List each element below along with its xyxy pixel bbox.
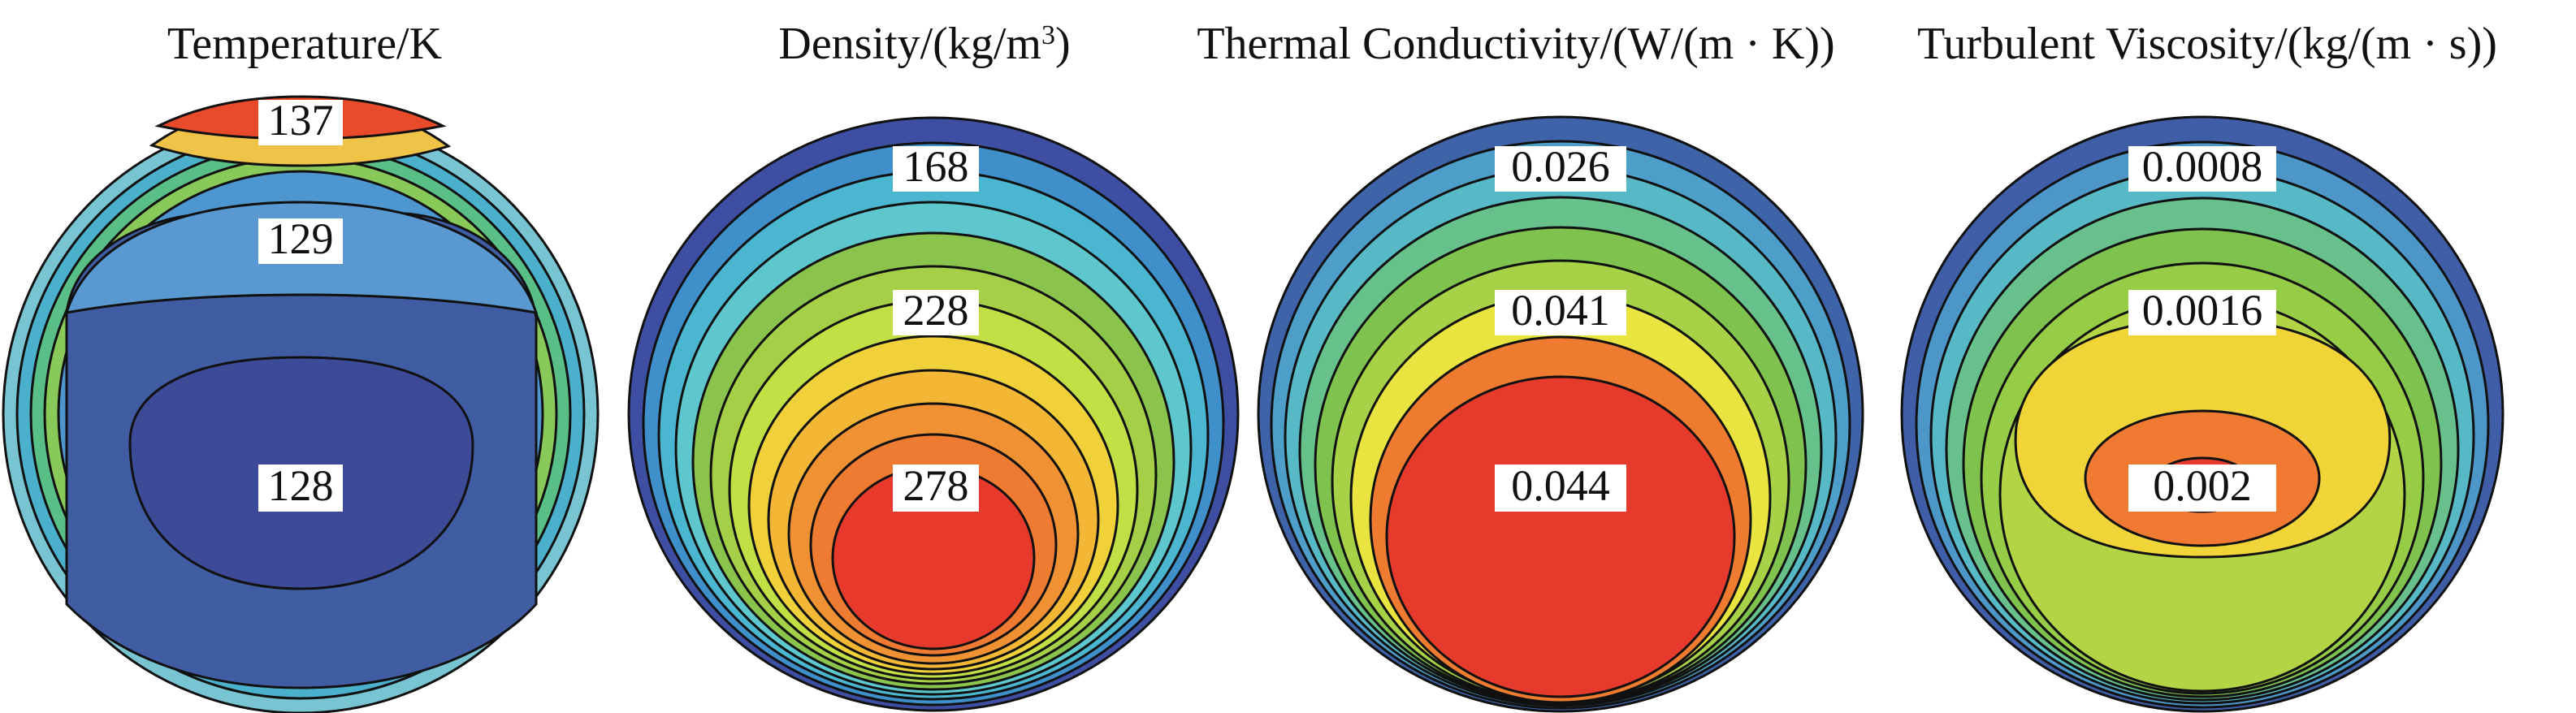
thermal-label-box-bottom	[1495, 465, 1626, 512]
thermal-label-box-top	[1495, 146, 1626, 192]
density-label-box-middle	[893, 290, 979, 335]
density-label-middle: 228	[903, 286, 969, 335]
viscosity-label-box-top	[2128, 146, 2276, 192]
density-label-bottom: 278	[903, 461, 969, 510]
panel-title-thermal-conductivity: Thermal Conductivity/(W/(m · K))	[1197, 19, 1834, 69]
panel-title-temperature: Temperature/K	[167, 19, 442, 69]
viscosity-label-bottom: 0.002	[2153, 461, 2252, 510]
temperature-label-box-bottom	[258, 465, 343, 512]
panel-title-density: Density/(kg/m3)	[778, 19, 1070, 69]
thermal-label-box-middle	[1495, 290, 1626, 335]
thermal-core	[1385, 375, 1736, 698]
viscosity-label-middle: 0.0016	[2142, 286, 2263, 335]
viscosity-label-box-bottom	[2128, 465, 2276, 512]
temperature-contour-plot	[2, 95, 600, 713]
thermal-label-middle: 0.041	[1511, 286, 1610, 335]
density-label-box-bottom	[893, 465, 979, 512]
viscosity-label-box-middle	[2128, 290, 2276, 335]
thermal-conductivity-contour-plot	[1257, 115, 1864, 713]
thermal-label-top: 0.026	[1511, 142, 1610, 191]
density-label-box-top	[893, 146, 979, 192]
density-label-top: 168	[903, 142, 969, 191]
temperature-label-middle: 129	[268, 214, 334, 263]
contour-labels: 137 129 128 168 228 278 0.026 0.041 0.04…	[258, 96, 2276, 512]
panel-title-turbulent-viscosity: Turbulent Viscosity/(kg/(m · s))	[1917, 19, 2497, 69]
titles: Temperature/K Density/(kg/m3) Thermal Co…	[167, 19, 2497, 69]
temperature-label-top: 137	[268, 96, 334, 145]
turbulent-viscosity-contour-plot	[1900, 115, 2505, 713]
temperature-label-bottom: 128	[268, 461, 334, 510]
viscosity-label-top: 0.0008	[2142, 142, 2263, 191]
temperature-label-box-top	[258, 100, 343, 145]
temperature-label-box-middle	[258, 218, 343, 264]
thermal-label-bottom: 0.044	[1511, 461, 1610, 510]
density-contour-plot	[627, 116, 1240, 712]
